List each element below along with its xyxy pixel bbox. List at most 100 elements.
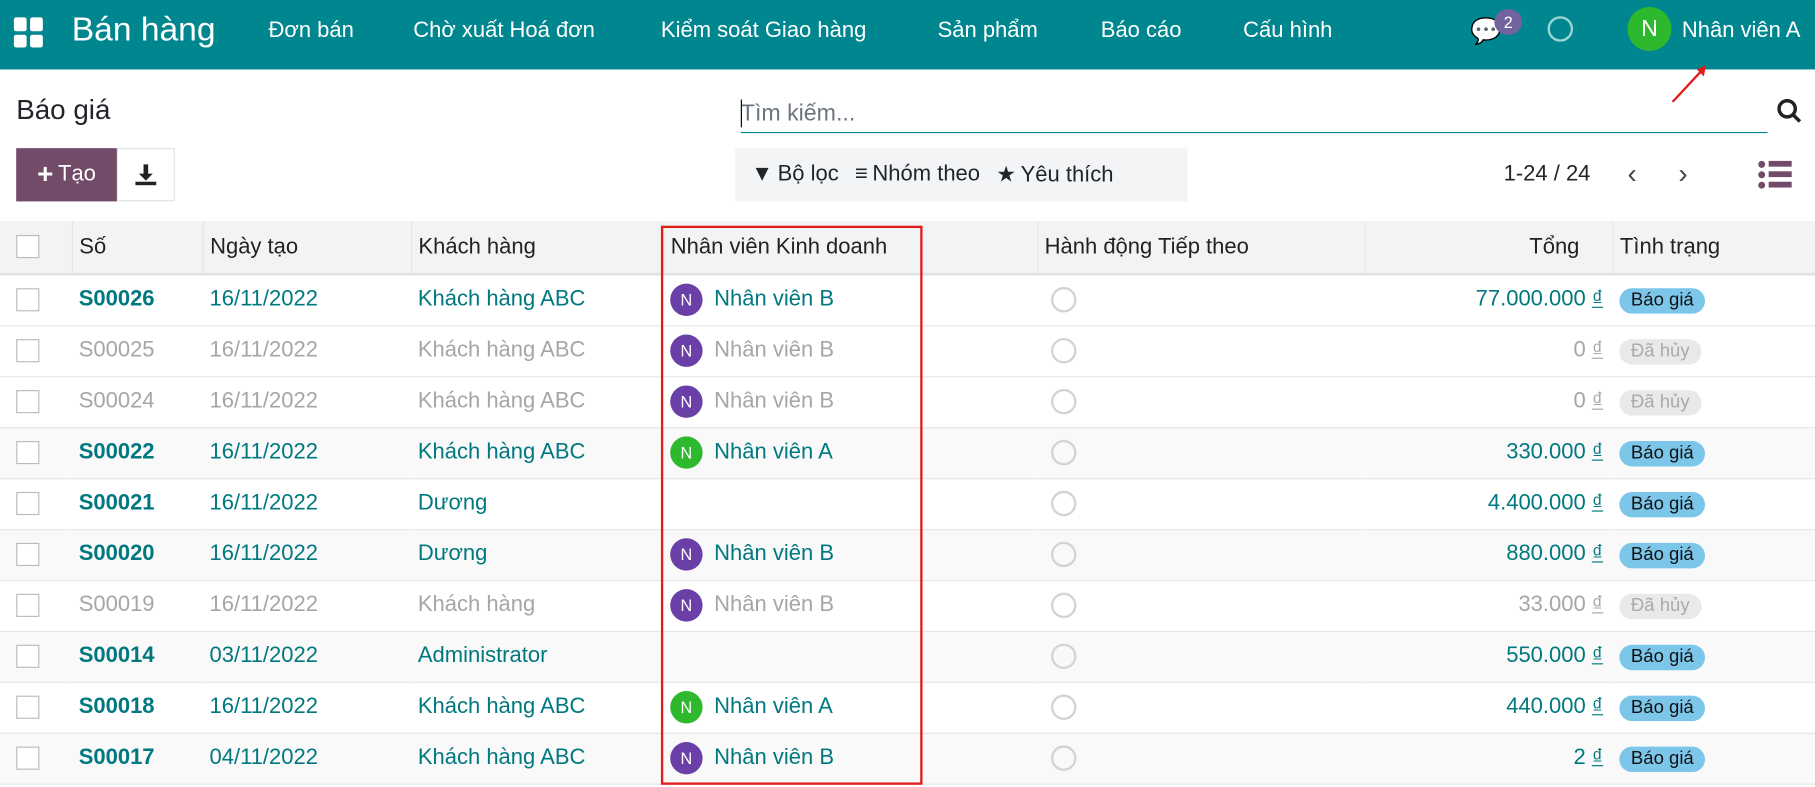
status-badge: Báo giá — [1619, 287, 1706, 314]
activity-clock-icon[interactable] — [1051, 592, 1077, 619]
order-number[interactable]: S00026 — [71, 274, 203, 326]
row-checkbox[interactable] — [16, 644, 40, 668]
col-status[interactable]: Tình trạng — [1611, 221, 1815, 276]
group-by-button[interactable]: ≡ Nhóm theo — [854, 162, 981, 187]
order-number[interactable]: S00017 — [71, 732, 203, 785]
chat-count-badge: 2 — [1494, 9, 1523, 35]
order-number[interactable]: S00014 — [71, 630, 203, 683]
next-page-icon[interactable]: › — [1678, 158, 1688, 190]
salesperson-name: Nhân viên A — [714, 694, 833, 719]
table-row[interactable]: S00018 16/11/2022 Khách hàng ABC N Nhân v… — [0, 681, 1815, 734]
status-badge: Đã hủy — [1619, 389, 1702, 415]
table-row[interactable]: S00026 16/11/2022 Khách hàng ABC N Nhân v… — [0, 274, 1815, 326]
activity-clock-icon[interactable] — [1051, 694, 1077, 720]
row-checkbox[interactable] — [16, 390, 40, 414]
col-total[interactable]: Tổng — [1364, 221, 1613, 276]
customer-name: Khách hàng ABC — [410, 732, 664, 785]
order-total: 440.000 ₫ — [1364, 681, 1613, 734]
status-badge: Báo giá — [1619, 746, 1706, 772]
user-avatar[interactable]: N — [1627, 6, 1672, 51]
menu-orders[interactable]: Đơn bán — [268, 18, 354, 43]
search-icon[interactable] — [1776, 97, 1804, 125]
activity-clock-icon[interactable] — [1051, 287, 1077, 313]
row-checkbox[interactable] — [16, 491, 40, 516]
order-number[interactable]: S00019 — [71, 579, 203, 632]
row-checkbox[interactable] — [16, 339, 40, 363]
menu-products[interactable]: Sản phẩm — [937, 18, 1038, 43]
pager-value[interactable]: 1-24 / 24 — [1503, 162, 1591, 187]
table-row[interactable]: S00020 16/11/2022 Dương N Nhân viên B 880… — [0, 528, 1815, 581]
activity-clock-icon[interactable] — [1051, 541, 1077, 568]
status-badge: Đã hủy — [1619, 338, 1702, 365]
menu-to-invoice[interactable]: Chờ xuất Hoá đơn — [413, 18, 595, 43]
customer-name: Khách hàng ABC — [410, 427, 664, 479]
col-customer[interactable]: Khách hàng — [410, 221, 664, 276]
salesperson-cell: N Nhân viên B — [663, 376, 1038, 428]
order-number[interactable]: S00021 — [71, 478, 203, 530]
activity-clock-icon[interactable] — [1051, 490, 1077, 517]
menu-delivery[interactable]: Kiểm soát Giao hàng — [660, 18, 867, 43]
salesperson-name: Nhân viên B — [714, 745, 834, 770]
table-row[interactable]: S00025 16/11/2022 Khách hàng ABC N Nhân v… — [0, 325, 1815, 377]
order-date: 16/11/2022 — [202, 478, 411, 530]
customer-name: Dương — [410, 478, 664, 530]
search-input[interactable]: Tìm kiếm... — [740, 95, 1768, 134]
order-number[interactable]: S00024 — [71, 376, 203, 428]
salesperson-cell: N Nhân viên B — [663, 732, 1038, 785]
order-date: 16/11/2022 — [202, 579, 411, 632]
row-checkbox[interactable] — [16, 593, 40, 617]
app-brand[interactable]: Bán hàng — [71, 11, 216, 49]
table-row[interactable]: S00014 03/11/2022 Administrator 550.000 … — [0, 630, 1815, 683]
salesperson-avatar: N — [670, 691, 703, 724]
activity-clock-icon[interactable] — [1547, 16, 1574, 42]
col-number[interactable]: Số — [71, 221, 203, 276]
list-view-icon[interactable] — [1757, 160, 1792, 190]
activity-clock-icon[interactable] — [1051, 388, 1077, 415]
table-row[interactable]: S00021 16/11/2022 Dương 4.400.000 ₫ Báo … — [0, 478, 1815, 530]
order-number[interactable]: S00025 — [71, 325, 203, 377]
order-date: 16/11/2022 — [202, 376, 411, 428]
table-row[interactable]: S00017 04/11/2022 Khách hàng ABC N Nhân v… — [0, 732, 1815, 785]
salesperson-cell: N Nhân viên B — [663, 528, 1038, 581]
row-checkbox[interactable] — [16, 288, 40, 312]
order-number[interactable]: S00018 — [71, 681, 203, 734]
customer-name: Khách hàng ABC — [410, 681, 664, 734]
order-number[interactable]: S00020 — [71, 528, 203, 581]
select-all-checkbox[interactable] — [16, 235, 40, 259]
activity-clock-icon[interactable] — [1051, 439, 1077, 466]
customer-name: Dương — [410, 528, 664, 581]
menu-config[interactable]: Cấu hình — [1243, 18, 1333, 43]
order-total: 550.000 ₫ — [1364, 630, 1613, 683]
activity-clock-icon[interactable] — [1051, 745, 1077, 771]
col-next-activity[interactable]: Hành động Tiếp theo — [1036, 221, 1365, 276]
row-checkbox[interactable] — [16, 695, 40, 719]
menu-reports[interactable]: Báo cáo — [1100, 18, 1182, 43]
salesperson-name: Nhân viên B — [714, 338, 834, 363]
col-salesperson[interactable]: Nhân viên Kinh doanh — [662, 221, 1038, 276]
order-total: 0 ₫ — [1364, 376, 1613, 428]
row-checkbox[interactable] — [16, 440, 40, 465]
col-date[interactable]: Ngày tạo — [201, 221, 411, 276]
create-button[interactable]: + Tạo — [16, 148, 117, 202]
table-row[interactable]: S00024 16/11/2022 Khách hàng ABC N Nhân v… — [0, 376, 1815, 428]
filter-button[interactable]: ▼ Bộ lọc — [751, 162, 839, 187]
salesperson-avatar: N — [670, 283, 703, 317]
table-row[interactable]: S00019 16/11/2022 Khách hàng N Nhân viên … — [0, 579, 1815, 632]
row-checkbox[interactable] — [16, 542, 40, 566]
row-checkbox[interactable] — [16, 746, 40, 770]
create-label: Tạo — [58, 162, 96, 187]
user-menu[interactable]: Nhân viên A — [1681, 18, 1801, 43]
table-row[interactable]: S00022 16/11/2022 Khách hàng ABC N Nhân v… — [0, 427, 1815, 479]
activity-clock-icon[interactable] — [1051, 337, 1077, 364]
order-total: 880.000 ₫ — [1364, 528, 1613, 581]
order-number[interactable]: S00022 — [71, 427, 203, 479]
prev-page-icon[interactable]: ‹ — [1627, 158, 1637, 190]
salesperson-cell — [663, 478, 1038, 530]
customer-name: Khách hàng ABC — [410, 325, 664, 377]
favorites-button[interactable]: ★ Yêu thích — [996, 162, 1114, 187]
download-button[interactable] — [116, 148, 175, 202]
apps-menu-icon[interactable] — [13, 17, 44, 48]
order-date: 16/11/2022 — [202, 274, 411, 326]
status-badge: Báo giá — [1619, 695, 1706, 721]
activity-clock-icon[interactable] — [1051, 643, 1077, 670]
